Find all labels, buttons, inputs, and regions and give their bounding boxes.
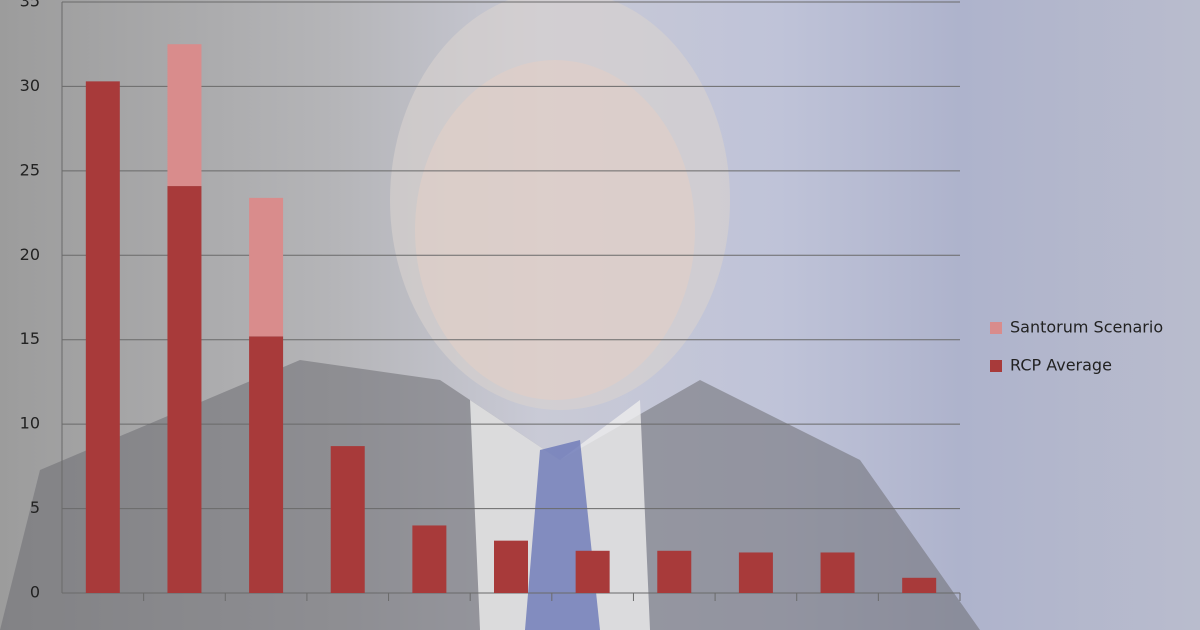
y-tick-label: 15 <box>20 329 40 348</box>
y-tick-label: 5 <box>30 498 40 517</box>
bar-segment <box>738 552 773 593</box>
legend-label: Santorum Scenario <box>1010 318 1163 337</box>
legend-swatch <box>990 322 1002 334</box>
bar-segment <box>575 550 610 593</box>
bar-segment <box>657 550 692 593</box>
y-tick-label: 30 <box>20 76 40 95</box>
bar-segment <box>167 44 202 187</box>
bar-segment <box>85 81 120 593</box>
bar-segment <box>494 540 528 593</box>
y-tick-label: 35 <box>20 0 40 11</box>
bar-segment <box>249 336 284 593</box>
y-tick-label: 10 <box>20 414 40 433</box>
bar-segment <box>820 552 855 593</box>
y-tick-label: 25 <box>20 160 40 179</box>
y-tick-label: 20 <box>20 245 40 264</box>
legend-swatch <box>990 360 1002 372</box>
bar-segment <box>412 525 447 593</box>
bar-segment <box>330 446 365 593</box>
bar-segment <box>167 186 202 593</box>
legend-label: RCP Average <box>1010 356 1112 375</box>
bar-segment <box>902 577 937 593</box>
y-tick-label: 0 <box>30 583 40 602</box>
bar-segment <box>249 197 284 337</box>
